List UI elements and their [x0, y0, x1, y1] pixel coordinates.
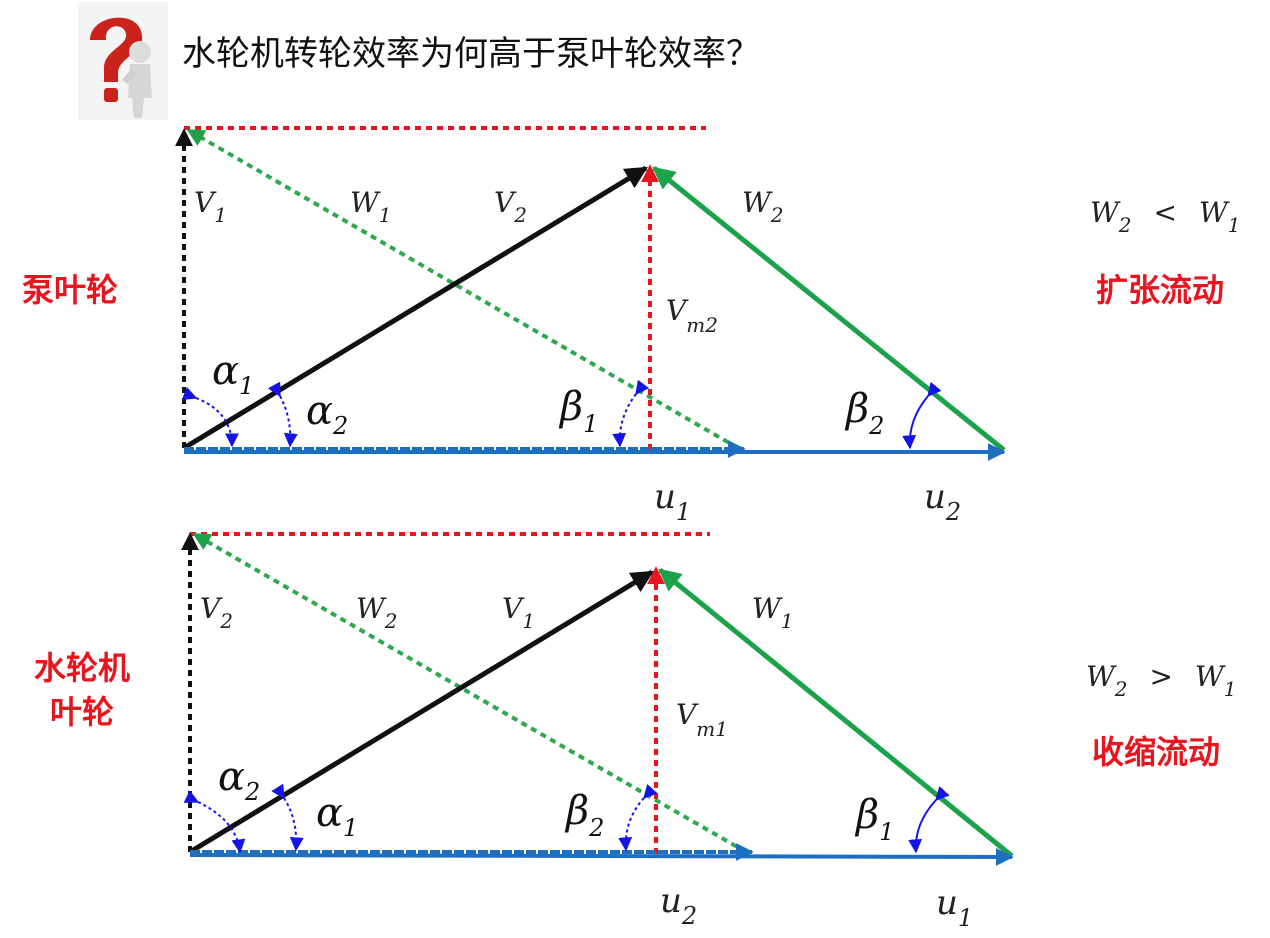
turbine-beta2-arc [618, 783, 658, 852]
pump-beta2-arc [902, 381, 942, 450]
turbine-v1-label: V1 [502, 592, 535, 633]
pump-v2-label: V2 [494, 186, 527, 227]
turbine-w1-vector [658, 568, 1014, 858]
turbine-beta1-arc [908, 785, 950, 854]
pump-relation: W2 < W1 [1090, 196, 1241, 237]
pump-w1-label: W1 [350, 186, 392, 227]
pump-w1-vector [186, 128, 740, 450]
turbine-u1-label: u1 [936, 883, 973, 932]
turbine-vm1-label: Vm1 [676, 698, 728, 741]
pump-alpha1-label: α1 [212, 348, 254, 400]
turbine-alpha2-label: α2 [218, 754, 260, 806]
turbine-beta2-label: β2 [564, 788, 604, 842]
pump-alpha2-label: α2 [306, 388, 348, 440]
pump-beta1-label: β1 [558, 384, 598, 438]
turbine-alpha2-arc [183, 790, 246, 854]
page-title: 水轮机转轮效率为何高于泵叶轮效率？ [182, 34, 760, 74]
turbine-u1-vector [189, 847, 1014, 866]
pump-beta2-label: β2 [844, 386, 884, 440]
turbine-w1-label: W1 [752, 592, 794, 633]
pump-w2-vector [652, 166, 1006, 452]
pump-alpha1-arc [181, 386, 239, 448]
turbine-runner-label-line2: 叶轮 [50, 693, 115, 731]
turbine-v2-label: V2 [200, 592, 233, 633]
turbine-alpha1-arc [271, 783, 304, 852]
pump-v1-label: V1 [194, 186, 227, 227]
pump-impeller-label: 泵叶轮 [22, 271, 119, 309]
pump-flow-type: 扩张流动 [1096, 271, 1225, 309]
turbine-beta1-label: β1 [854, 792, 894, 846]
turbine-u2-label: u2 [660, 881, 697, 930]
pump-triangles [175, 126, 1006, 461]
pump-alpha2-arc [267, 381, 298, 448]
turbine-triangles [181, 532, 1014, 866]
pump-beta1-arc [612, 379, 650, 448]
turbine-w2-vector [192, 532, 747, 854]
turbine-runner-label-line1: 水轮机 [34, 649, 131, 687]
turbine-runner-label: 水轮机 叶轮 [34, 646, 130, 734]
question-figure-icon [78, 2, 168, 120]
pump-vm2-label: Vm2 [666, 294, 718, 337]
pump-u2-label: u2 [924, 477, 961, 526]
turbine-relation: W2 > W1 [1086, 660, 1237, 701]
pump-w2-label: W2 [742, 186, 784, 227]
turbine-v1-vector [188, 569, 654, 855]
turbine-alpha1-label: α1 [316, 790, 358, 842]
turbine-flow-type: 收缩流动 [1092, 733, 1221, 771]
turbine-w2-label: W2 [356, 592, 398, 633]
pump-u1-label: u1 [654, 477, 691, 526]
pump-v2-vector [182, 165, 648, 451]
